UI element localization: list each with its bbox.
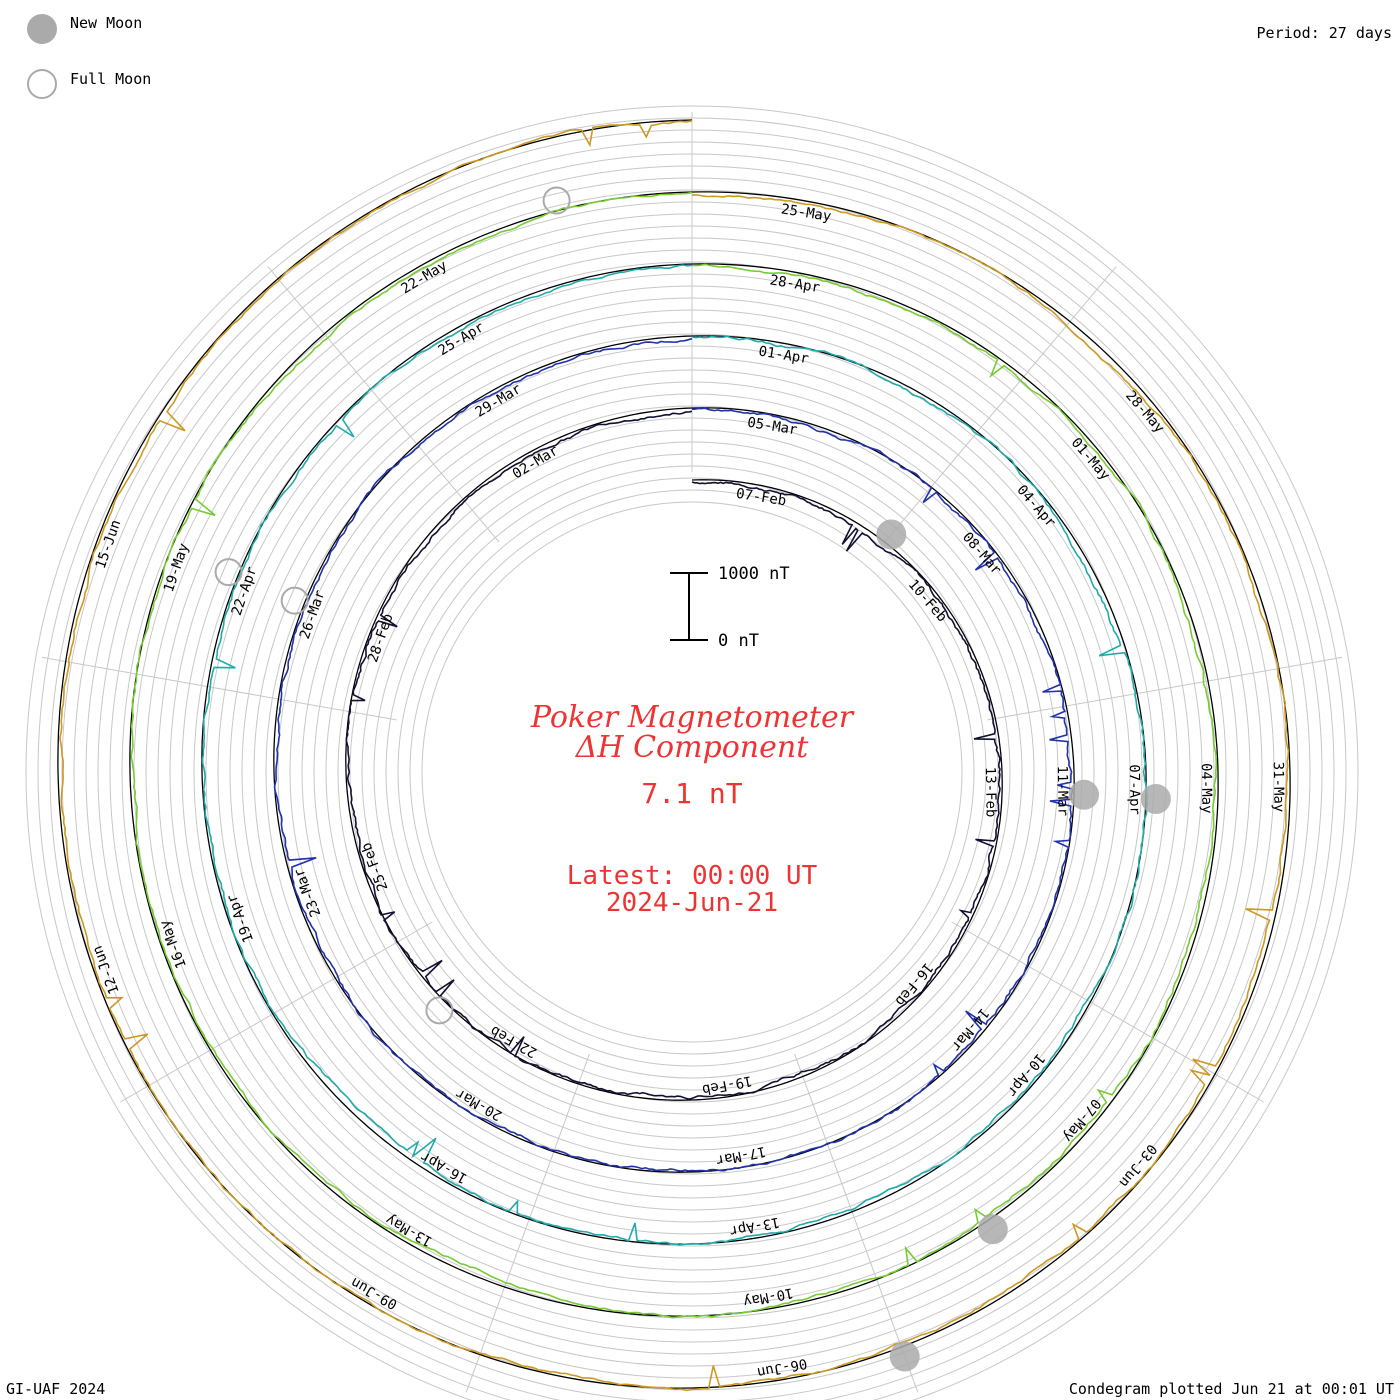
new-moon-label: New Moon [70,14,143,32]
grid-circle [397,477,987,1067]
date-label: 07-Feb [735,486,787,510]
date-label: 31-May [1270,762,1287,813]
magnetometer-traces [59,120,1290,1392]
trace-ring-3 [201,264,1149,1246]
full-moon-marker [425,996,454,1025]
date-label: 05-Mar [746,415,798,439]
scale-bar: 1000 nT 0 nT [670,564,790,651]
grid-circle [421,501,963,1043]
new-moon-marker [1069,779,1099,810]
chart-subtitle: ΔH Component [575,730,809,765]
grid-spoke [794,1053,919,1393]
date-label: 28-Apr [769,272,821,296]
trace-ring-1 [345,410,1001,1101]
grid-circle [361,441,1023,1103]
latest-time: Latest: 00:00 UT [567,861,818,891]
grid-circle [25,105,1359,1400]
date-label: 01-Apr [757,344,809,368]
grid-spoke [884,266,1117,543]
grid-spoke [987,656,1343,721]
full-moon-icon [27,69,57,99]
grid-circle [409,489,975,1055]
period-label: Period: 27 days [1256,24,1392,42]
date-label: 25-May [780,201,832,225]
spiral-grid [25,105,1359,1400]
grid-circle [325,405,1059,1139]
new-moon-icon [27,14,57,44]
grid-spoke [267,266,500,543]
full-moon-label: Full Moon [70,70,152,88]
grid-spoke [41,656,397,721]
latest-date: 2024-Jun-21 [606,888,778,918]
date-label: 19-May [161,541,193,594]
trace-ring-2 [273,337,1074,1172]
full-moon-marker [280,586,309,615]
moon-markers [214,186,1171,1372]
full-moon-marker [542,186,571,215]
chart-title-block: Poker Magnetometer ΔH Component 7.1 nT L… [530,700,855,918]
new-moon-marker [876,519,907,550]
date-label: 13-Feb [982,767,999,818]
new-moon-marker [1140,784,1171,814]
chart-title: Poker Magnetometer [530,700,855,735]
trace-ring-5 [59,120,1290,1392]
date-label: 07-Apr [1126,764,1143,815]
grid-spoke [951,921,1264,1103]
grid-spoke [120,921,433,1103]
grid-spoke [465,1053,590,1393]
trace-ring-4 [130,191,1218,1319]
footer-plotted: Condegram plotted Jun 21 at 00:01 UT [1068,1380,1394,1398]
scale-bottom-label: 0 nT [718,631,759,651]
grid-circle [289,369,1095,1175]
footer-credit: GI-UAF 2024 [6,1380,106,1398]
date-label: 11-Mar [1054,765,1071,816]
full-moon-marker [214,558,243,587]
date-label: 04-May [1198,763,1215,814]
new-moon-marker [977,1214,1008,1245]
scale-top-label: 1000 nT [718,564,790,584]
current-value: 7.1 nT [641,777,742,810]
new-moon-marker [889,1341,920,1372]
